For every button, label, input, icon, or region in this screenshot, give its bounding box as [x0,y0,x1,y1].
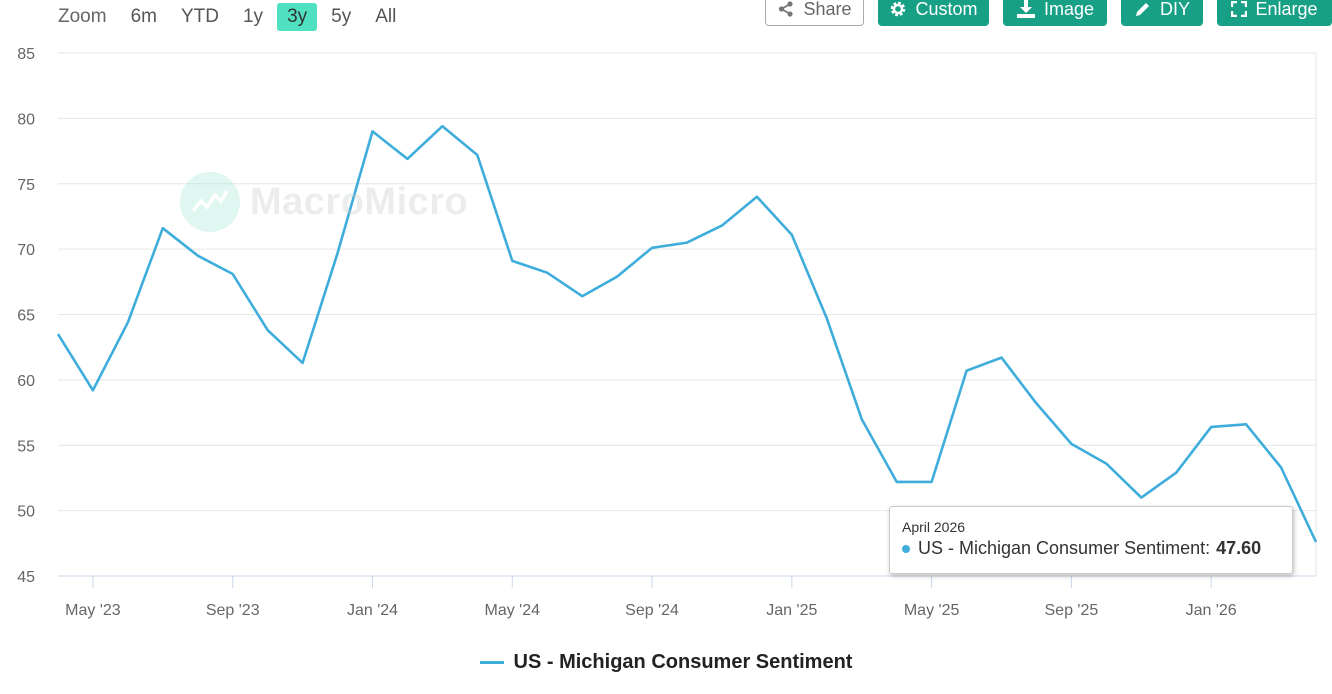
y-tick-label: 70 [17,242,35,259]
tooltip-row: US - Michigan Consumer Sentiment: 47.60 [902,538,1280,559]
x-tick-label: May '23 [65,602,121,619]
x-tick-label: Sep '24 [625,602,679,619]
chart-legend[interactable]: US - Michigan Consumer Sentiment [0,651,1332,674]
x-tick-label: Jan '25 [766,602,817,619]
x-tick-label: Jan '24 [347,602,398,619]
custom-label: Custom [915,0,978,19]
custom-button[interactable]: Custom [878,0,989,26]
y-tick-label: 65 [17,308,35,325]
image-label: Image [1043,0,1095,19]
enlarge-label: Enlarge [1255,0,1318,19]
watermark-icon [180,172,240,232]
grid-lines [58,52,1317,576]
tooltip-value: 47.60 [1216,538,1262,558]
y-tick-label: 45 [17,569,35,586]
y-tick-label: 55 [17,438,35,455]
enlarge-button[interactable]: Enlarge [1217,0,1332,26]
gear-icon [889,0,907,18]
x-tick-label: Sep '25 [1045,602,1099,619]
share-label: Share [803,0,852,19]
x-tick-label: May '25 [904,602,960,619]
diy-label: DIY [1159,0,1190,19]
y-tick-label: 50 [17,504,35,521]
zoom-label: Zoom [58,6,107,27]
share-button[interactable]: Share [765,0,864,26]
zoom-ytd-button[interactable]: YTD [180,6,219,27]
download-icon [1016,0,1036,18]
y-tick-label: 60 [17,373,35,390]
zoom-5y-button[interactable]: 5y [331,6,352,27]
y-axis-ticks: 45 50 55 60 65 70 75 80 85 [17,46,35,586]
x-tick-label: Jan '26 [1186,602,1237,619]
y-tick-label: 85 [17,46,35,63]
zoom-all-button[interactable]: All [375,6,397,27]
pencil-icon [1134,0,1152,18]
tooltip-series-dot [902,544,910,553]
watermark-logo: MacroMicro [180,172,468,232]
y-tick-label: 75 [17,177,35,194]
image-button[interactable]: Image [1003,0,1107,26]
zoom-6m-button[interactable]: 6m [130,6,157,27]
zoom-1y-button[interactable]: 1y [242,6,264,27]
zoom-selector: Zoom 6m YTD 1y 3y 5y All [58,0,410,34]
share-icon [777,0,795,18]
diy-button[interactable]: DIY [1121,0,1203,26]
tooltip-series-label: US - Michigan Consumer Sentiment: [918,538,1211,558]
data-tooltip: April 2026 US - Michigan Consumer Sentim… [889,506,1293,574]
x-tick-label: Sep '23 [206,602,260,619]
legend-label: US - Michigan Consumer Sentiment [513,651,853,673]
x-axis: May '23 Sep '23 Jan '24 May '24 Sep '24 Jan '… [58,575,1316,619]
expand-icon [1231,1,1248,17]
series-line[interactable] [56,124,1318,543]
y-tick-label: 80 [17,111,35,128]
watermark-text: MacroMicro [250,180,469,223]
legend-swatch [479,661,504,664]
zoom-3y-button[interactable]: 3y [277,3,318,31]
x-tick-label: May '24 [485,602,541,619]
tooltip-date: April 2026 [902,519,966,535]
